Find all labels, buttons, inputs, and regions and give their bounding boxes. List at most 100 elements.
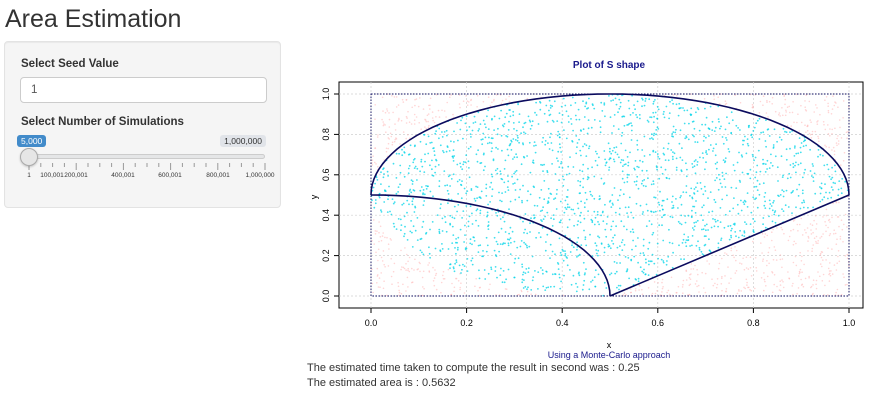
inside-point	[637, 261, 639, 264]
inside-point	[635, 184, 638, 186]
inside-point	[576, 248, 578, 251]
inside-point	[655, 166, 658, 169]
inside-point	[622, 159, 625, 162]
inside-point	[440, 203, 442, 206]
inside-point	[714, 218, 716, 221]
inside-point	[508, 120, 510, 123]
inside-point	[802, 145, 805, 148]
outside-point	[393, 262, 396, 265]
outside-point	[381, 260, 384, 262]
inside-point	[747, 144, 750, 147]
inside-point	[662, 214, 665, 217]
inside-point	[661, 172, 664, 175]
outside-point	[390, 257, 392, 260]
outside-point	[721, 289, 723, 292]
inside-point	[696, 182, 699, 185]
inside-point	[633, 104, 635, 106]
inside-point	[423, 133, 425, 136]
outside-point	[820, 256, 823, 259]
inside-point	[407, 167, 410, 170]
inside-point	[476, 186, 479, 189]
inside-point	[580, 244, 583, 247]
inside-point	[572, 246, 575, 249]
inside-point	[695, 244, 698, 247]
inside-point	[542, 272, 544, 275]
inside-point	[654, 111, 657, 114]
inside-point	[427, 185, 429, 188]
inside-point	[466, 129, 468, 132]
inside-point	[756, 119, 759, 122]
inside-point	[408, 193, 411, 196]
outside-point	[822, 121, 825, 123]
inside-point	[735, 235, 737, 238]
inside-point	[617, 199, 619, 202]
inside-point	[658, 177, 661, 180]
outside-point	[801, 271, 803, 273]
inside-point	[758, 117, 761, 120]
inside-point	[732, 164, 735, 166]
inside-point	[614, 97, 617, 100]
inside-point	[591, 255, 594, 257]
inside-point	[638, 114, 641, 116]
inside-point	[828, 175, 831, 178]
inside-point	[597, 249, 600, 252]
outside-point	[835, 243, 838, 245]
outside-point	[807, 237, 810, 239]
inside-point	[560, 162, 562, 165]
outside-point	[801, 234, 804, 236]
inside-point	[613, 160, 616, 163]
inside-point	[467, 147, 470, 150]
inside-point	[480, 162, 483, 164]
inside-point	[653, 196, 655, 199]
inside-point	[378, 196, 381, 199]
inside-point	[486, 244, 489, 247]
inside-point	[576, 146, 578, 148]
inside-point	[668, 112, 671, 114]
inside-point	[514, 257, 517, 260]
inside-point	[600, 242, 603, 245]
inside-point	[599, 197, 601, 200]
inside-point	[490, 173, 493, 176]
inside-point	[685, 175, 688, 178]
inside-point	[664, 159, 667, 161]
inside-point	[691, 244, 693, 247]
inside-point	[768, 199, 771, 202]
outside-point	[792, 243, 795, 246]
inside-point	[398, 152, 400, 155]
inside-point	[749, 168, 752, 171]
inside-point	[680, 170, 683, 173]
outside-point	[771, 271, 773, 273]
inside-point	[764, 140, 767, 142]
simulations-slider-handle[interactable]	[20, 148, 38, 166]
inside-point	[629, 230, 632, 233]
outside-point	[814, 215, 817, 217]
outside-point	[766, 101, 768, 103]
seed-input[interactable]: 1	[20, 77, 267, 103]
outside-point	[388, 126, 391, 128]
inside-point	[618, 213, 621, 216]
inside-point	[569, 269, 571, 271]
outside-point	[718, 262, 721, 265]
inside-point	[751, 153, 754, 156]
inside-point	[503, 123, 506, 125]
outside-point	[453, 286, 456, 289]
inside-point	[479, 123, 482, 125]
inside-point	[477, 129, 480, 132]
inside-point	[548, 109, 550, 112]
outside-point	[815, 242, 818, 244]
inside-point	[719, 207, 722, 209]
outside-point	[736, 292, 739, 295]
inside-point	[487, 224, 490, 227]
inside-point	[395, 152, 398, 155]
inside-point	[424, 153, 426, 156]
inside-point	[637, 166, 640, 169]
inside-point	[561, 248, 564, 251]
inside-point	[717, 118, 720, 120]
outside-point	[421, 276, 424, 279]
outside-point	[773, 246, 776, 248]
inside-point	[834, 170, 837, 173]
inside-points	[370, 93, 849, 297]
inside-point	[641, 149, 644, 151]
inside-point	[530, 217, 532, 220]
inside-point	[805, 144, 807, 147]
